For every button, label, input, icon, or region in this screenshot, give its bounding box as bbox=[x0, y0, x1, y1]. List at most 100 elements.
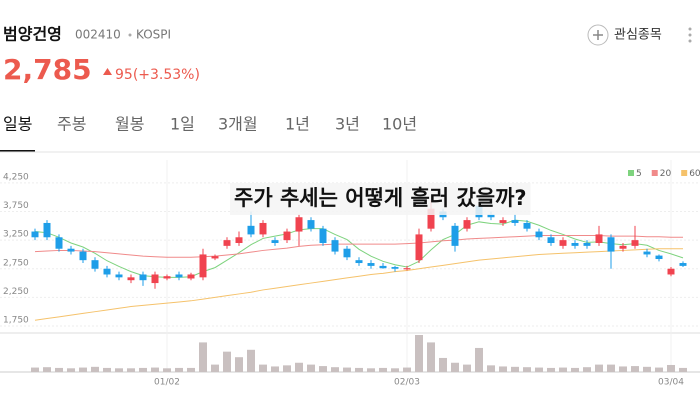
candle-body bbox=[619, 245, 627, 249]
legend-label: 20 bbox=[660, 169, 672, 179]
volume-bar bbox=[619, 366, 627, 372]
volume-bar bbox=[79, 367, 87, 372]
candle-body bbox=[679, 263, 687, 266]
volume-bar bbox=[379, 367, 387, 372]
candle-body bbox=[355, 260, 363, 264]
volume-bar bbox=[535, 367, 543, 372]
volume-bar bbox=[427, 342, 435, 372]
candle-body bbox=[379, 265, 387, 269]
candle-body bbox=[535, 231, 543, 238]
candle-body bbox=[271, 240, 279, 243]
volume-bar bbox=[187, 367, 195, 372]
volume-bar bbox=[403, 367, 411, 372]
candle-body bbox=[559, 240, 567, 246]
volume-bar bbox=[391, 368, 399, 372]
candle-body bbox=[463, 220, 471, 229]
volume-bar bbox=[667, 364, 675, 372]
volume-bar bbox=[283, 365, 291, 372]
volume-bar bbox=[103, 367, 111, 372]
volume-bar bbox=[607, 364, 615, 372]
volume-bar bbox=[127, 368, 135, 372]
candle-body bbox=[583, 242, 591, 246]
separator bbox=[128, 33, 132, 37]
candle-body bbox=[655, 255, 663, 260]
volume-bar bbox=[31, 367, 39, 372]
volume-bar bbox=[139, 367, 147, 372]
volume-bar bbox=[331, 367, 339, 372]
price: 2,785 bbox=[3, 53, 92, 86]
volume-bar bbox=[679, 367, 687, 372]
candle-body bbox=[595, 234, 603, 243]
volume-bar bbox=[595, 364, 603, 372]
volume-bar bbox=[475, 347, 483, 372]
candle-body bbox=[511, 220, 519, 223]
legend-label: 60 bbox=[689, 169, 700, 179]
tab[interactable]: 10년 bbox=[382, 115, 417, 134]
legend-swatch bbox=[681, 170, 688, 176]
candle-body bbox=[43, 222, 51, 238]
tab[interactable]: 3년 bbox=[335, 115, 360, 134]
tab[interactable]: 1일 bbox=[170, 115, 195, 134]
legend-swatch bbox=[651, 170, 658, 176]
candle-body bbox=[127, 277, 135, 281]
legend-swatch bbox=[628, 170, 634, 176]
candle-body bbox=[427, 208, 435, 229]
tab[interactable]: 주봉 bbox=[57, 115, 86, 134]
volume-bar bbox=[583, 367, 591, 372]
y-tick-label: 3,250 bbox=[3, 230, 29, 240]
tab[interactable]: 3개월 bbox=[218, 115, 258, 134]
volume-bar bbox=[199, 342, 207, 372]
y-tick-label: 2,750 bbox=[3, 258, 29, 268]
volume-bar bbox=[487, 365, 495, 372]
candle-body bbox=[31, 231, 39, 238]
volume-bar bbox=[151, 367, 159, 372]
candle-body bbox=[259, 222, 267, 235]
volume-bar bbox=[55, 367, 63, 372]
volume-bar bbox=[547, 367, 555, 372]
volume-bar bbox=[319, 366, 327, 372]
up-arrow bbox=[103, 68, 112, 75]
candle-body bbox=[223, 240, 231, 246]
candle-body bbox=[523, 222, 531, 229]
candle-body bbox=[499, 220, 507, 223]
candle-body bbox=[103, 268, 111, 275]
candle-body bbox=[403, 268, 411, 270]
candle-body bbox=[163, 276, 171, 279]
tab[interactable]: 일봉 bbox=[3, 115, 32, 134]
candle-body bbox=[187, 274, 195, 279]
y-tick-label: 3,750 bbox=[3, 201, 29, 211]
volume-bar bbox=[43, 367, 51, 372]
volume-bar bbox=[211, 364, 219, 372]
candle-body bbox=[367, 263, 375, 266]
candle-body bbox=[199, 254, 207, 278]
y-tick-label: 1,750 bbox=[3, 315, 29, 325]
volume-bar bbox=[511, 366, 519, 372]
candle-body bbox=[151, 274, 159, 284]
volume-bar bbox=[451, 362, 459, 372]
candle-body bbox=[175, 274, 183, 278]
candle-body bbox=[91, 260, 99, 269]
more-menu[interactable] bbox=[688, 27, 692, 43]
candle-body bbox=[55, 237, 63, 249]
y-tick-label: 2,250 bbox=[3, 287, 29, 297]
tabs: 일봉 주봉 월봉 1일 3개월 1년 3년 10년 bbox=[0, 115, 417, 152]
candle-body bbox=[115, 274, 123, 278]
candle-body bbox=[547, 237, 555, 243]
watch-icon[interactable] bbox=[587, 24, 609, 46]
volume-bar bbox=[247, 349, 255, 372]
stock-name: 범양건영 bbox=[3, 25, 62, 44]
candle-body bbox=[295, 217, 303, 232]
volume-bar bbox=[91, 366, 99, 372]
tab[interactable]: 월봉 bbox=[115, 115, 144, 134]
ma-line bbox=[34, 248, 683, 321]
tab[interactable]: 1년 bbox=[285, 115, 310, 134]
watch-button[interactable]: 관심종목 bbox=[614, 28, 662, 43]
volume-bar bbox=[115, 368, 123, 372]
candle-body bbox=[487, 214, 495, 218]
candle-body bbox=[67, 248, 75, 252]
candle-body bbox=[631, 240, 639, 246]
volume-bar bbox=[175, 367, 183, 372]
title-background bbox=[230, 183, 531, 215]
